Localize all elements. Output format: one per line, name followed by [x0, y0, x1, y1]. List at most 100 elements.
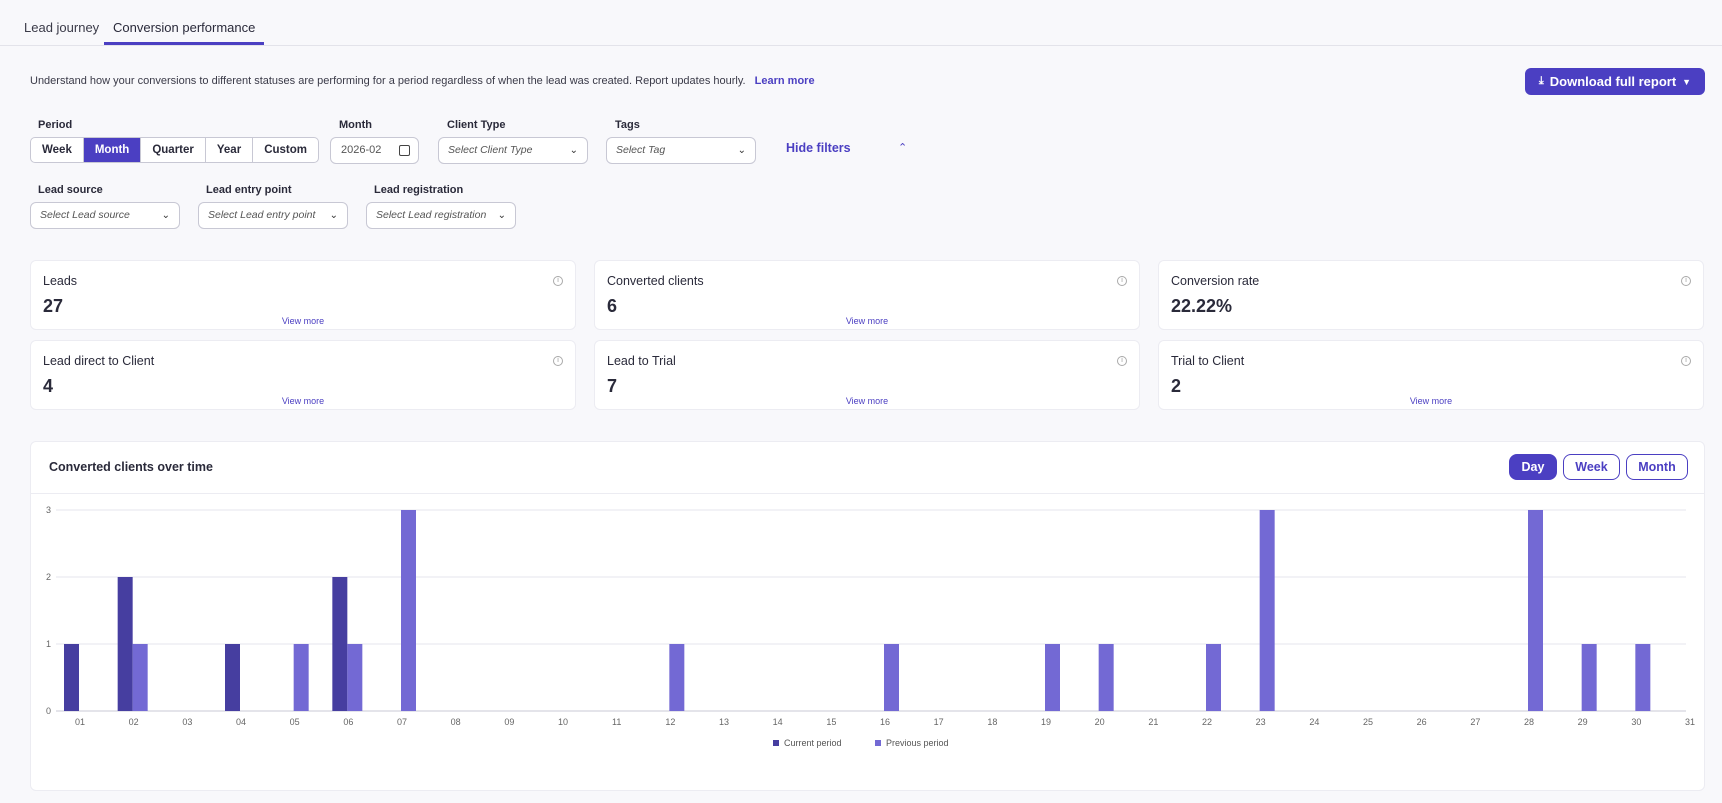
hide-filters-button[interactable]: Hide filters	[786, 141, 851, 155]
x-tick-label: 28	[1524, 717, 1534, 727]
tab-conversion-performance[interactable]: Conversion performance	[104, 20, 265, 45]
x-tick-label: 05	[290, 717, 300, 727]
y-tick-label: 2	[46, 572, 51, 582]
x-tick-label: 08	[451, 717, 461, 727]
granularity-day-button[interactable]: Day	[1509, 454, 1557, 480]
x-tick-label: 20	[1095, 717, 1105, 727]
bar-previous-period	[401, 510, 416, 711]
bar-previous-period	[1259, 510, 1275, 711]
view-more-link[interactable]: View more	[1409, 396, 1453, 406]
x-tick-label: 29	[1578, 717, 1588, 727]
metric-value: 2	[1171, 376, 1182, 396]
x-tick-label: 31	[1685, 717, 1695, 727]
download-icon: ⤓	[1538, 75, 1544, 87]
x-tick-label: 11	[612, 717, 621, 727]
tab-lead-journey[interactable]: Lead journey	[24, 20, 100, 35]
x-tick-label: 22	[1202, 717, 1212, 727]
metric-card-converted-clients: Converted clients i 6 View more	[594, 260, 1140, 330]
x-tick-label: 02	[129, 717, 139, 727]
metric-title: Lead direct to Client	[43, 354, 155, 368]
period-label: Period	[38, 119, 73, 131]
view-more-link[interactable]: View more	[281, 316, 325, 326]
info-icon[interactable]: i	[1681, 276, 1691, 286]
metric-card-lead-direct-to-client: Lead direct to Client i 4 View more	[30, 340, 576, 410]
legend-label: Current period	[784, 738, 842, 748]
tab-bar: Lead journey Conversion performance	[0, 0, 1722, 46]
bar-previous-period	[132, 644, 148, 711]
metric-card-conversion-rate: Conversion rate i 22.22%	[1158, 260, 1704, 330]
info-icon[interactable]: i	[1117, 276, 1127, 286]
granularity-week-button[interactable]: Week	[1563, 454, 1620, 480]
lead-entry-label: Lead entry point	[206, 184, 292, 196]
calendar-icon[interactable]	[399, 145, 410, 156]
lead-registration-select[interactable]: Select Lead registration ⌄	[366, 202, 516, 229]
period-month[interactable]: Month	[83, 138, 142, 162]
metric-card-trial-to-client: Trial to Client i 2 View more	[1158, 340, 1704, 410]
x-tick-label: 13	[719, 717, 729, 727]
bar-previous-period	[1206, 644, 1221, 711]
month-label: Month	[339, 119, 372, 131]
x-tick-label: 14	[773, 717, 783, 727]
chart-divider	[31, 493, 1704, 494]
metric-title: Lead to Trial	[607, 354, 676, 368]
x-tick-label: 04	[236, 717, 246, 727]
tags-label: Tags	[615, 119, 640, 131]
bar-previous-period	[669, 644, 685, 711]
granularity-month-button[interactable]: Month	[1626, 454, 1688, 480]
chevron-up-icon[interactable]: ⌃	[898, 142, 908, 154]
bar-current-period	[225, 644, 240, 711]
period-quarter[interactable]: Quarter	[141, 138, 206, 162]
converted-clients-chart-card: Converted clients over time Day Week Mon…	[30, 441, 1705, 791]
x-tick-label: 01	[75, 717, 85, 727]
metric-value: 4	[43, 376, 54, 396]
y-tick-label: 3	[46, 505, 51, 515]
legend-label: Previous period	[886, 738, 949, 748]
tags-select[interactable]: Select Tag ⌄	[606, 137, 756, 164]
chevron-down-icon: ⌄	[569, 145, 578, 156]
client-type-select[interactable]: Select Client Type ⌄	[438, 137, 588, 164]
bar-previous-period	[1581, 644, 1597, 711]
x-tick-label: 18	[987, 717, 997, 727]
bar-current-period	[332, 577, 348, 711]
metric-card-lead-to-trial: Lead to Trial i 7 View more	[594, 340, 1140, 410]
bar-previous-period	[1635, 644, 1651, 711]
x-tick-label: 06	[343, 717, 353, 727]
x-tick-label: 09	[504, 717, 514, 727]
x-tick-label: 15	[826, 717, 836, 727]
page-description: Understand how your conversions to diffe…	[30, 75, 815, 87]
chevron-down-icon: ▼	[1682, 76, 1692, 87]
lead-registration-label: Lead registration	[374, 184, 464, 196]
download-report-button[interactable]: ⤓ Download full report ▼	[1525, 68, 1705, 95]
bar-current-period	[117, 577, 133, 711]
period-year[interactable]: Year	[206, 138, 254, 162]
x-tick-label: 30	[1631, 717, 1641, 727]
download-report-label: Download full report	[1549, 74, 1677, 89]
view-more-link[interactable]: View more	[845, 316, 889, 326]
chevron-down-icon: ⌄	[497, 210, 506, 221]
lead-entry-select[interactable]: Select Lead entry point ⌄	[198, 202, 348, 229]
chart-title: Converted clients over time	[49, 460, 213, 474]
info-icon[interactable]: i	[553, 356, 563, 366]
learn-more-link[interactable]: Learn more	[754, 75, 815, 87]
x-tick-label: 03	[182, 717, 192, 727]
lead-source-select[interactable]: Select Lead source ⌄	[30, 202, 180, 229]
metric-card-leads: Leads i 27 View more	[30, 260, 576, 330]
metric-title: Converted clients	[607, 274, 704, 288]
month-input[interactable]: 2026-02	[330, 137, 419, 164]
x-tick-label: 12	[665, 717, 675, 727]
metric-value: 7	[607, 376, 618, 396]
lead-source-placeholder: Select Lead source	[40, 209, 130, 221]
view-more-link[interactable]: View more	[281, 396, 325, 406]
y-tick-label: 1	[46, 639, 51, 649]
info-icon[interactable]: i	[553, 276, 563, 286]
bar-previous-period	[1098, 644, 1114, 711]
info-icon[interactable]: i	[1681, 356, 1691, 366]
period-week[interactable]: Week	[31, 138, 84, 162]
metric-value: 6	[607, 296, 618, 316]
tags-placeholder: Select Tag	[616, 144, 666, 156]
view-more-link[interactable]: View more	[845, 396, 889, 406]
info-icon[interactable]: i	[1117, 356, 1127, 366]
bar-previous-period	[1045, 644, 1060, 711]
legend-swatch	[773, 740, 779, 746]
period-custom[interactable]: Custom	[264, 144, 307, 156]
